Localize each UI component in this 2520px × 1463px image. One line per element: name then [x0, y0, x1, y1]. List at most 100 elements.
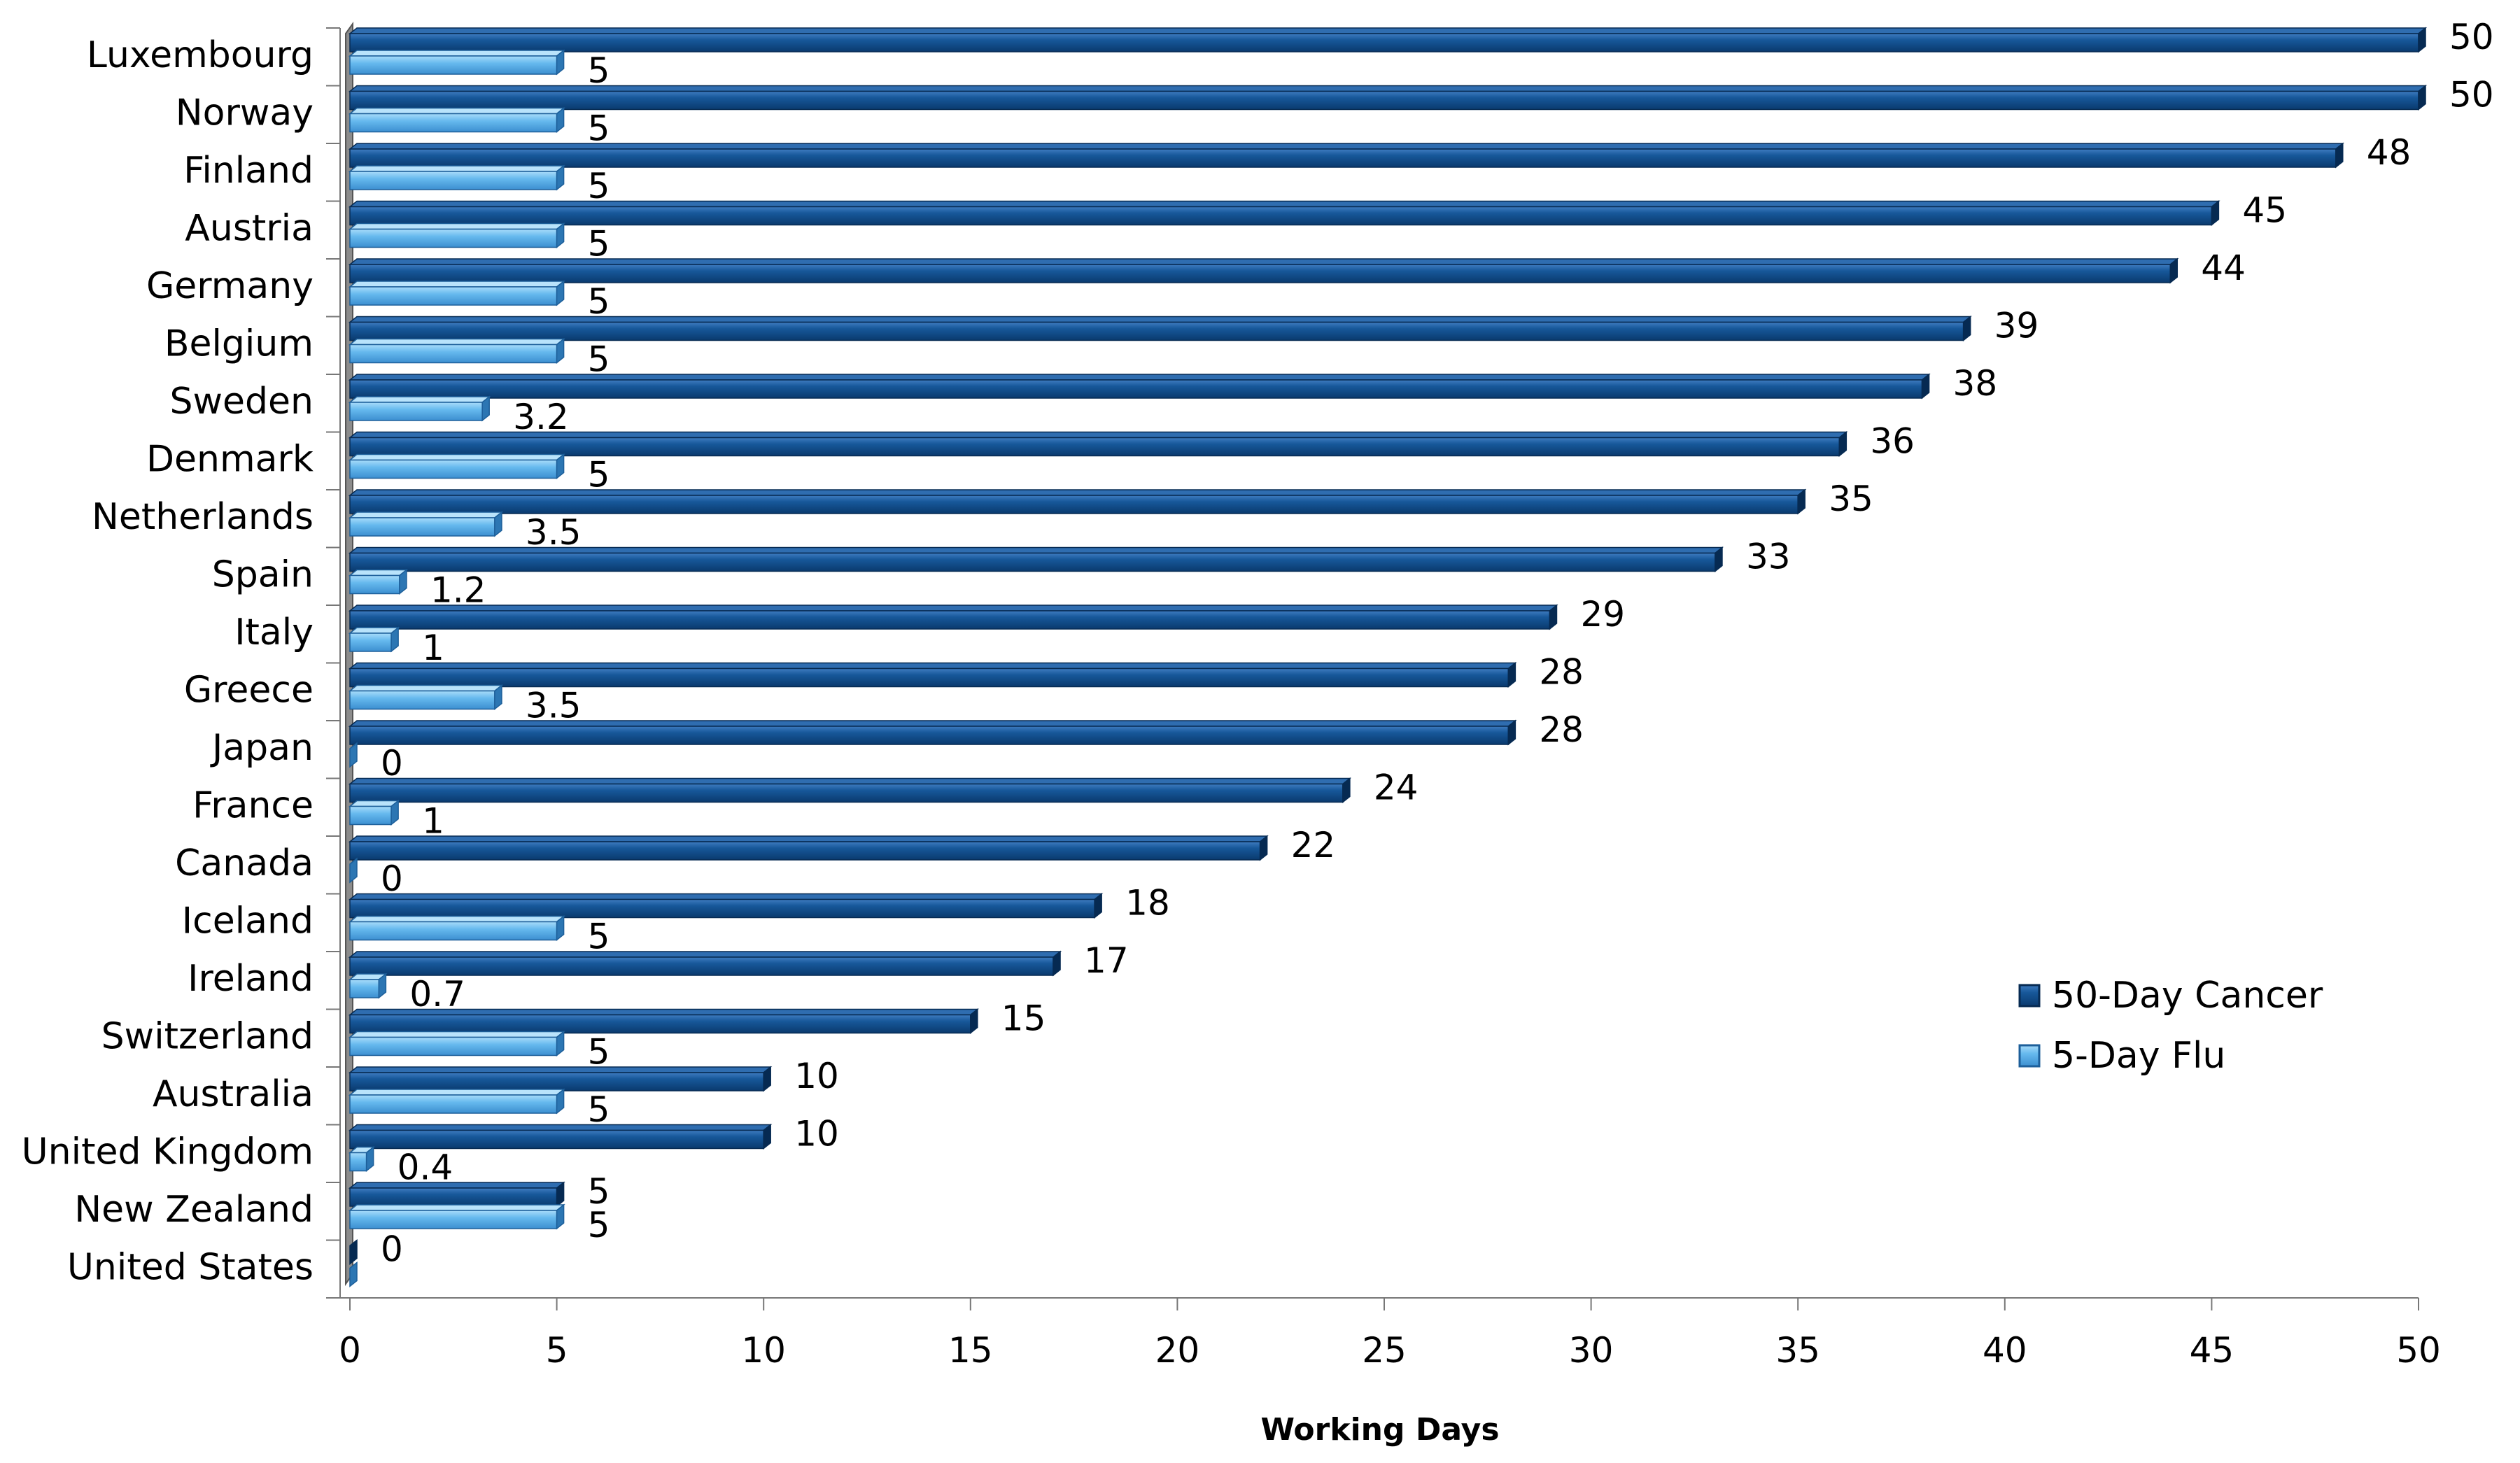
value-label-cancer: 45 [2242, 190, 2287, 231]
category-label: Austria [185, 208, 314, 250]
value-label-cancer: 44 [2201, 248, 2246, 288]
category-label: Switzerland [101, 1016, 314, 1058]
bar-flu [348, 280, 565, 306]
bar-cancer [348, 27, 2428, 53]
bar-flu [348, 684, 504, 711]
category-label: Luxembourg [87, 34, 314, 76]
bar-flu [348, 106, 565, 134]
bar-cancer [348, 373, 1931, 400]
bars-layer [348, 27, 2428, 1288]
bar-cancer [348, 315, 1972, 342]
bar-cancer [348, 604, 1558, 630]
value-label-flu: 0.7 [409, 974, 465, 1015]
value-label-cancer: 18 [1125, 883, 1170, 924]
category-label: Netherlands [92, 496, 314, 538]
legend-label-flu: 5-Day Flu [2052, 1035, 2225, 1077]
category-label: France [192, 785, 314, 827]
bar-flu [348, 337, 565, 365]
x-axis: 0 5 10 15 20 25 30 35 40 45 50 [339, 1298, 2441, 1371]
value-label-cancer: 17 [1084, 940, 1129, 981]
x-axis-title: Working Days [1260, 1412, 1499, 1448]
value-label-flu: 3.5 [526, 686, 582, 726]
value-label-cancer: 38 [1953, 363, 1998, 404]
category-label: Norway [176, 92, 314, 134]
bar-flu [348, 453, 565, 480]
category-label: Belgium [164, 323, 314, 365]
x-tick-label: 35 [1775, 1330, 1820, 1371]
legend-label-cancer: 50-Day Cancer [2052, 975, 2323, 1017]
bar-cancer [348, 719, 1517, 746]
value-label-flu: 5 [588, 1032, 610, 1073]
bar-flu [348, 511, 504, 537]
bar-flu [348, 799, 400, 826]
value-label-cancer: 24 [1374, 768, 1419, 808]
bar-cancer [348, 84, 2428, 111]
value-label-cancer: 0 [381, 1229, 403, 1270]
category-label: Sweden [170, 381, 314, 423]
value-label-cancer: 5 [588, 1171, 610, 1212]
value-label-flu: 3.2 [513, 397, 569, 437]
bar-cancer [348, 1181, 565, 1208]
bar-cancer [348, 430, 1848, 458]
bar-cancer [348, 488, 1807, 515]
value-label-flu: 3.5 [526, 512, 582, 553]
bar-flu [348, 164, 565, 191]
category-label: Spain [212, 554, 314, 596]
category-label: Ireland [188, 958, 314, 1000]
bar-flu [348, 626, 400, 653]
bar-flu [348, 568, 409, 595]
bar-cancer [348, 950, 1062, 977]
value-label-cancer: 39 [1994, 306, 2039, 346]
value-label-cancer: 36 [1870, 421, 1915, 462]
x-tick-label: 15 [948, 1330, 993, 1371]
bar-cancer [348, 1008, 979, 1035]
value-label-flu: 5 [588, 455, 610, 495]
legend-swatch-flu [2018, 1044, 2041, 1068]
bar-cancer [348, 892, 1104, 919]
value-label-flu: 5 [588, 224, 610, 264]
bar-flu [348, 1030, 565, 1057]
value-label-flu: 1 [422, 628, 444, 668]
legend: 50-Day Cancer 5-Day Flu [2018, 975, 2323, 1077]
value-label-flu: 0 [381, 743, 403, 784]
bar-flu [348, 1088, 565, 1115]
bar-flu [349, 742, 358, 768]
x-tick-label: 30 [1569, 1330, 1614, 1371]
x-tick-label: 45 [2190, 1330, 2234, 1371]
value-label-cancer: 35 [1829, 479, 1873, 519]
bar-cancer [348, 777, 1352, 804]
category-label: Denmark [146, 439, 314, 481]
value-label-flu: 5 [588, 166, 610, 206]
value-label-cancer: 29 [1580, 594, 1625, 635]
category-labels: Luxembourg Norway Finland Austria Germany Bel… [22, 34, 314, 1289]
x-tick-label: 25 [1362, 1330, 1407, 1371]
value-label-cancer: 10 [794, 1056, 839, 1096]
bar-cancer [348, 835, 1269, 861]
value-label-cancer: 22 [1291, 825, 1336, 865]
x-tick-label: 0 [339, 1330, 361, 1371]
value-label-flu: 5 [588, 917, 610, 957]
value-label-flu: 5 [588, 1089, 610, 1130]
bar-cancer [348, 1066, 773, 1092]
bar-flu [348, 973, 388, 999]
category-label: Iceland [182, 900, 314, 942]
value-label-cancer: 50 [2449, 17, 2494, 57]
category-label: United Kingdom [22, 1131, 314, 1173]
x-tick-label: 20 [1155, 1330, 1200, 1371]
value-label-flu: 0 [381, 858, 403, 899]
bar-flu [348, 222, 565, 249]
bar-flu [348, 914, 565, 942]
bar-cancer [348, 199, 2220, 227]
value-label-cancer: 15 [1001, 998, 1046, 1039]
category-label: Canada [175, 842, 314, 884]
bar-flu [348, 1203, 565, 1230]
value-label-flu: 1.2 [430, 570, 486, 611]
x-tick-label: 40 [1983, 1330, 2027, 1371]
bar-cancer [348, 546, 1724, 573]
legend-swatch-cancer [2018, 984, 2041, 1008]
x-tick-label: 10 [741, 1330, 786, 1371]
x-tick-label: 50 [2396, 1330, 2441, 1371]
bar-cancer [348, 661, 1517, 688]
bar-cancer [349, 1238, 358, 1266]
